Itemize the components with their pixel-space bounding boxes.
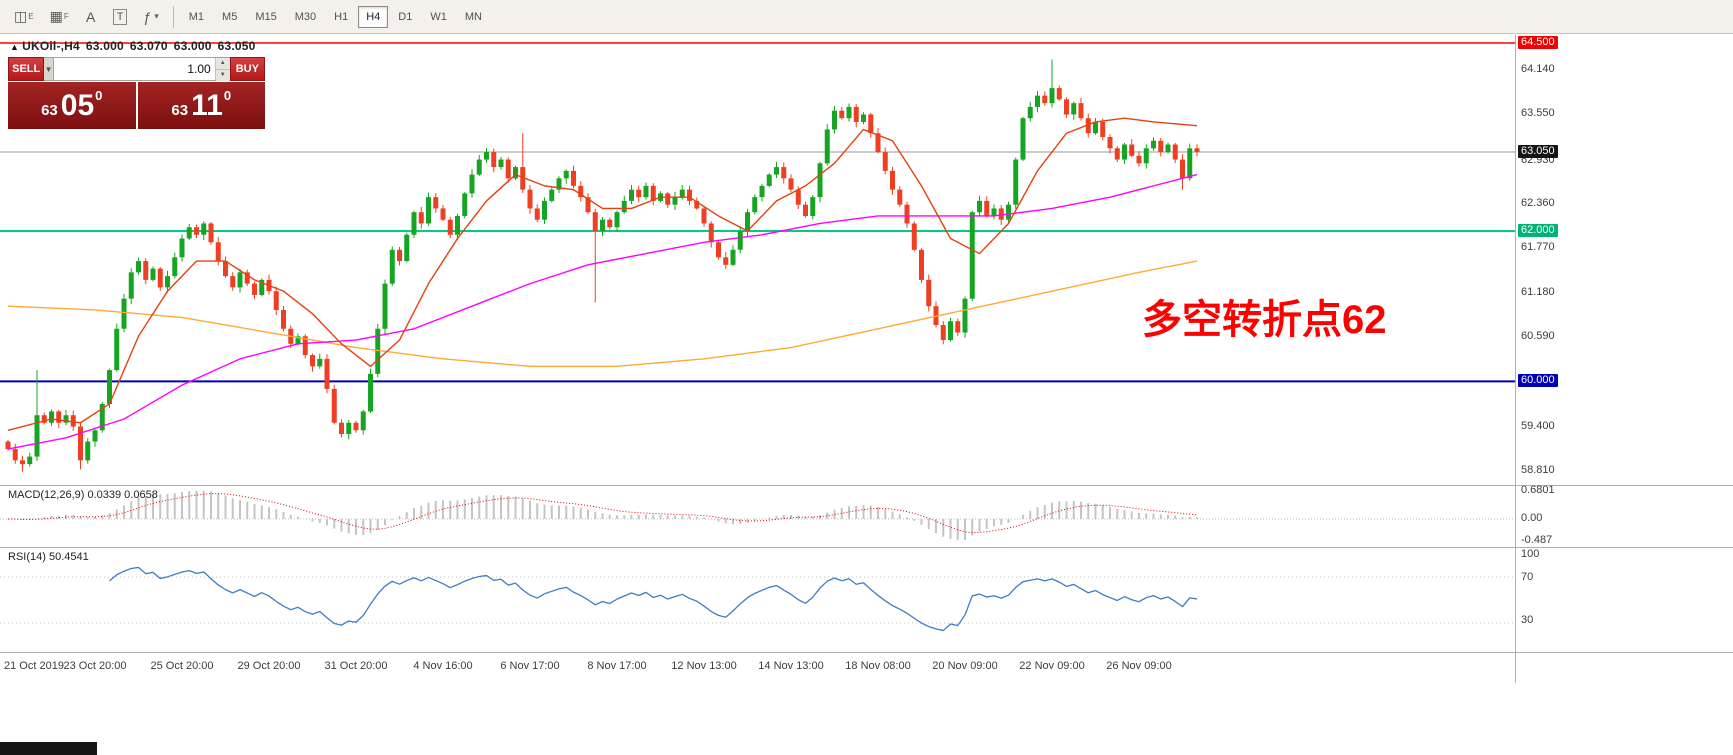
ask-prefix: 63 <box>171 102 189 119</box>
timeframe-button-d1[interactable]: D1 <box>390 6 420 28</box>
lot-spin-down-icon[interactable]: ▼ <box>215 70 230 81</box>
timeframe-button-m5[interactable]: M5 <box>214 6 245 28</box>
text-label-tool-icon[interactable]: A <box>78 5 104 29</box>
timeframe-button-m1[interactable]: M1 <box>181 6 212 28</box>
rsi-indicator-label: RSI(14) 50.4541 <box>8 551 89 563</box>
price-scale-label: 58.810 <box>1521 463 1555 476</box>
time-axis-label: 18 Nov 08:00 <box>845 660 911 672</box>
lot-size-input[interactable] <box>53 58 215 80</box>
chart-grid-icon[interactable]: ▦ F <box>43 5 76 29</box>
chart-ohlc-header: ▲ UKOil-,H4 63.000 63.070 63.000 63.050 <box>10 39 262 53</box>
time-axis-label: 6 Nov 17:00 <box>500 660 560 672</box>
time-axis-label: 25 Oct 20:00 <box>150 660 214 672</box>
price-scale-label: 59.400 <box>1521 419 1555 432</box>
ohlc-high: 63.070 <box>129 39 168 53</box>
time-axis-label: 29 Oct 20:00 <box>237 660 301 672</box>
time-axis-label: 21 Oct 2019 <box>4 660 64 672</box>
bid-prefix: 63 <box>41 102 58 119</box>
timeframe-button-w1[interactable]: W1 <box>422 6 455 28</box>
bid-price-button[interactable]: 63 05 0 <box>8 82 136 129</box>
macd-indicator-label: MACD(12,26,9) 0.0339 0.0658 <box>8 489 158 501</box>
timeframe-button-m15[interactable]: M15 <box>247 6 284 28</box>
lot-spinner: ▲ ▼ <box>214 58 230 81</box>
timeframe-button-m30[interactable]: M30 <box>287 6 324 28</box>
indicator-scale-label: 0.00 <box>1521 512 1543 524</box>
timeframes-group: M1 M5 M15 M30 H1 H4 D1 W1 MN <box>180 5 491 28</box>
timeframe-button-h1[interactable]: H1 <box>326 6 356 28</box>
buy-button[interactable]: BUY <box>229 57 265 81</box>
price-scale-label: 61.770 <box>1521 241 1555 254</box>
indicator-scale-label: 70 <box>1521 571 1534 583</box>
ohlc-open: 63.000 <box>85 39 124 53</box>
time-axis-label: 20 Nov 09:00 <box>932 660 998 672</box>
timeframe-button-mn[interactable]: MN <box>457 6 490 28</box>
time-axis-label: 23 Oct 20:00 <box>63 660 127 672</box>
lot-dropdown-icon[interactable]: ▼ <box>44 57 54 81</box>
price-scale-label: 60.590 <box>1521 330 1555 343</box>
bid-pip-digit: 0 <box>95 88 103 103</box>
one-click-trading-panel: SELL ▼ ▲ ▼ BUY 63 05 0 63 11 0 <box>8 57 265 129</box>
indicator-scale-label: 30 <box>1521 614 1534 626</box>
chart-text-annotation: 多空转折点62 <box>1142 298 1387 342</box>
time-axis-label: 8 Nov 17:00 <box>587 660 647 672</box>
text-box-tool-icon[interactable]: T <box>106 5 135 29</box>
indicator-scale-label: -0.487 <box>1521 534 1553 546</box>
price-scale-label: 62.360 <box>1521 196 1555 209</box>
indicator-scale-label: 0.6801 <box>1521 484 1555 496</box>
time-axis-label: 22 Nov 09:00 <box>1019 660 1085 672</box>
price-scale-label: 64.140 <box>1521 63 1555 76</box>
time-axis-label: 14 Nov 13:00 <box>758 660 824 672</box>
ask-pip-digit: 0 <box>223 88 232 103</box>
price-scale-label: 60.000 <box>1518 374 1558 388</box>
bid-big-digits: 05 <box>60 88 95 122</box>
price-scale-label: 61.180 <box>1521 285 1555 298</box>
toolbar-separator <box>172 5 174 28</box>
chart-window-icon[interactable]: ◫ E <box>7 5 41 29</box>
time-axis-label: 12 Nov 13:00 <box>671 660 737 672</box>
lot-field-wrap: ▲ ▼ <box>53 57 230 81</box>
lot-spin-up-icon[interactable]: ▲ <box>215 58 230 70</box>
price-scale-label: 63.050 <box>1518 145 1558 159</box>
time-axis-label: 4 Nov 16:00 <box>413 660 473 672</box>
ohlc-low: 63.000 <box>173 39 212 53</box>
symbol-name: UKOil-,H4 <box>22 39 80 53</box>
chart-canvas[interactable] <box>0 35 1733 683</box>
price-direction-icon: ▲ <box>10 42 20 52</box>
price-scale-label: 64.500 <box>1518 36 1558 49</box>
taskbar-fragment <box>0 742 97 755</box>
ask-price-button[interactable]: 63 11 0 <box>137 82 265 129</box>
price-scale-label: 62.000 <box>1518 224 1558 237</box>
ask-big-digits: 11 <box>191 88 223 122</box>
indicator-scale-label: 100 <box>1521 548 1540 560</box>
price-scale-label: 63.550 <box>1521 107 1555 120</box>
sell-button[interactable]: SELL <box>8 57 45 81</box>
ohlc-close: 63.050 <box>217 39 256 53</box>
time-axis-label: 31 Oct 20:00 <box>324 660 388 672</box>
time-axis-label: 26 Nov 09:00 <box>1106 660 1172 672</box>
indicators-menu-icon[interactable]: ƒ ▾ <box>136 5 165 29</box>
timeframe-button-h4[interactable]: H4 <box>358 5 389 28</box>
